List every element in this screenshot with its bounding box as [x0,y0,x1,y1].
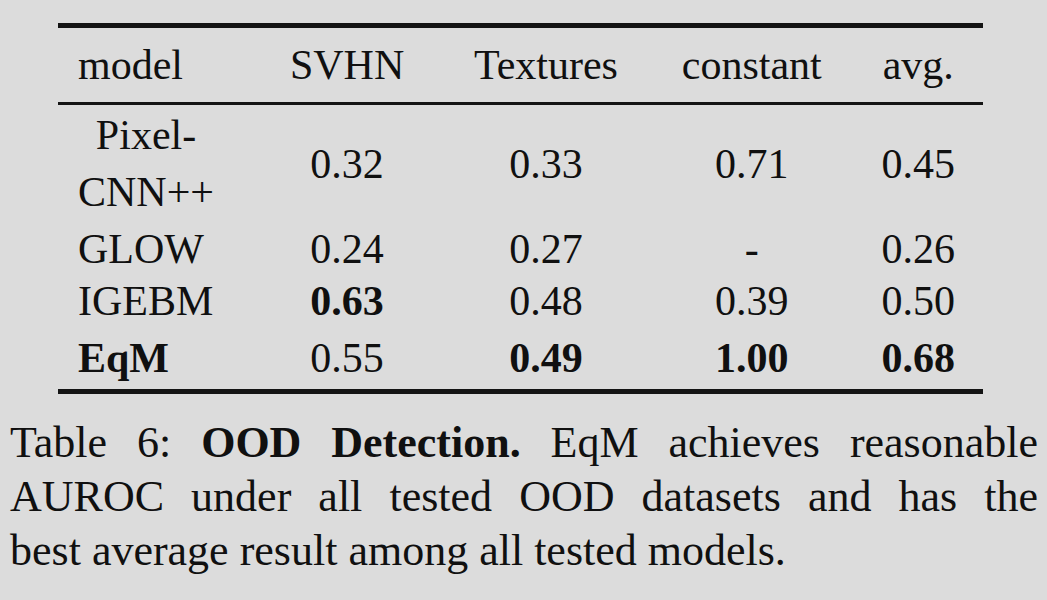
model-name-stack: Pixel- CNN++ [78,107,214,220]
ood-detection-table: model SVHN Textures constant avg. Pixel-… [58,23,983,394]
caption-line-2: AUROC under all tested OOD datasets and … [10,470,1038,524]
results-table: model SVHN Textures constant avg. Pixel-… [58,28,983,389]
header-row: model SVHN Textures constant avg. [58,28,983,104]
caption-line-1: Table 6: OOD Detection. EqM achieves rea… [10,416,1038,470]
table-caption: Table 6: OOD Detection. EqM achieves rea… [10,416,1038,578]
value-cell-svhn: 0.63 [252,275,442,327]
value-cell-textures: 0.48 [442,275,650,327]
value-cell-avg: 0.50 [854,275,984,327]
model-name-cell: EqM [58,327,252,389]
model-name-cell: IGEBM [58,275,252,327]
value-cell-textures: 0.33 [442,104,650,224]
model-name-line2: CNN++ [78,169,214,215]
value-cell-svhn: 0.55 [252,327,442,389]
value-cell-svhn: 0.24 [252,223,442,275]
header-model: model [58,28,252,104]
caption-line-3: best average result among all tested mod… [10,524,1038,578]
value-cell-avg: 0.26 [854,223,984,275]
value-cell-constant: - [650,223,854,275]
value-cell-avg: 0.68 [854,327,984,389]
value-cell-constant: 1.00 [650,327,854,389]
table-row-eqm: EqM 0.55 0.49 1.00 0.68 [58,327,983,389]
model-name-cell: GLOW [58,223,252,275]
header-textures: Textures [442,28,650,104]
value-cell-textures: 0.49 [442,327,650,389]
value-cell-constant: 0.39 [650,275,854,327]
header-constant: constant [650,28,854,104]
caption-table-number: Table 6: [10,418,201,467]
caption-text-line1: EqM achieves reasonable [521,418,1038,467]
header-svhn: SVHN [252,28,442,104]
value-cell-avg: 0.45 [854,104,984,224]
value-cell-textures: 0.27 [442,223,650,275]
table-row-glow: GLOW 0.24 0.27 - 0.26 [58,223,983,275]
value-cell-svhn: 0.32 [252,104,442,224]
value-cell-constant: 0.71 [650,104,854,224]
model-name-cell: Pixel- CNN++ [58,104,252,224]
header-avg: avg. [854,28,984,104]
table-row-igebm: IGEBM 0.63 0.48 0.39 0.50 [58,275,983,327]
table-row-pixelcnn: Pixel- CNN++ 0.32 0.33 0.71 0.45 [58,104,983,224]
caption-title: OOD Detection. [201,418,521,467]
model-name-line1: Pixel- [96,112,196,158]
